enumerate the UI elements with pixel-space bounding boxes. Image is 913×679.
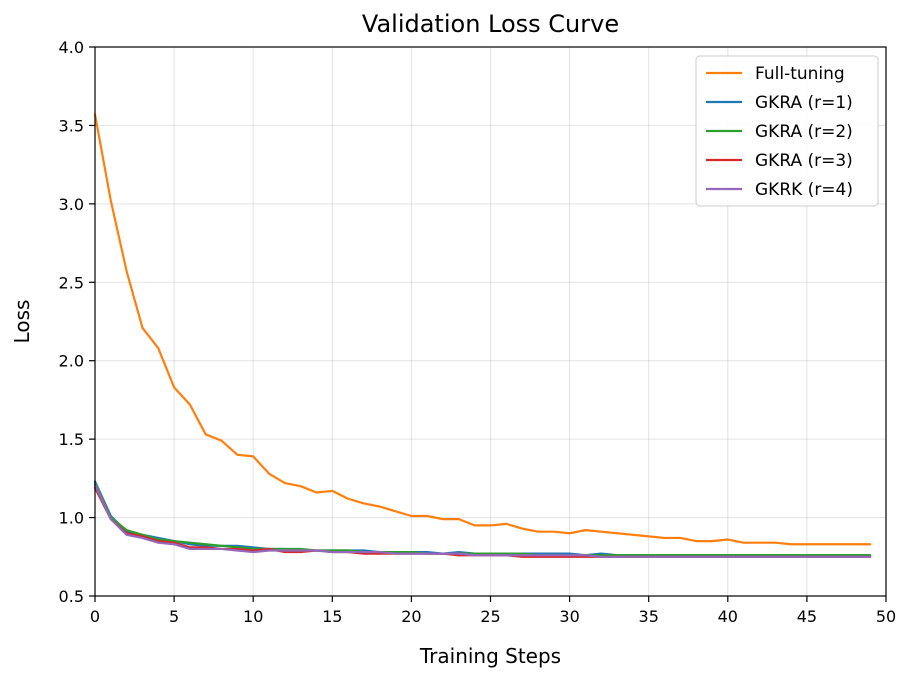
y-axis-title: Loss: [10, 300, 34, 344]
y-tick-label: 2.0: [59, 352, 84, 371]
legend-label: GKRK (r=4): [755, 180, 853, 200]
legend-box: [695, 55, 879, 207]
x-tick-label: 35: [639, 607, 659, 626]
x-tick-label: 15: [322, 607, 342, 626]
x-axis-title: Training Steps: [419, 644, 561, 668]
x-tick-label: 25: [480, 607, 500, 626]
x-tick-label: 20: [401, 607, 421, 626]
chart-title: Validation Loss Curve: [362, 10, 619, 38]
y-tick-label: 3.0: [59, 195, 84, 214]
x-tick-label: 30: [559, 607, 579, 626]
y-tick-label: 3.5: [59, 116, 84, 135]
legend-label: GKRA (r=2): [755, 122, 853, 142]
x-tick-label: 0: [90, 607, 100, 626]
legend-label: Full-tuning: [755, 64, 845, 84]
series-line-gkrk-r-4: [93, 483, 872, 558]
axis-ticks: 0 5 10 15 20 25 30 35 40 45 50 0.5 1.0 1.5 2.0 2.5 3.0 3.…: [59, 38, 897, 626]
legend-label: GKRA (r=3): [755, 151, 853, 171]
legend: Full-tuning GKRA (r=1) GKRA (r=2) GKRA (r=3…: [695, 55, 879, 207]
legend-label: GKRA (r=1): [755, 93, 853, 113]
x-tick-label: 50: [876, 607, 896, 626]
series-line-full-tuning: [93, 113, 872, 546]
y-tick-label: 1.5: [59, 430, 84, 449]
series-line-gkra-r-2: [93, 481, 872, 557]
y-tick-label: 1.0: [59, 509, 84, 528]
x-tick-label: 45: [797, 607, 817, 626]
series-layer: [93, 113, 872, 558]
y-tick-label: 0.5: [59, 587, 84, 606]
y-tick-label: 4.0: [59, 38, 84, 57]
y-tick-label: 2.5: [59, 273, 84, 292]
x-tick-label: 10: [243, 607, 263, 626]
x-tick-label: 40: [718, 607, 738, 626]
x-tick-label: 5: [169, 607, 179, 626]
